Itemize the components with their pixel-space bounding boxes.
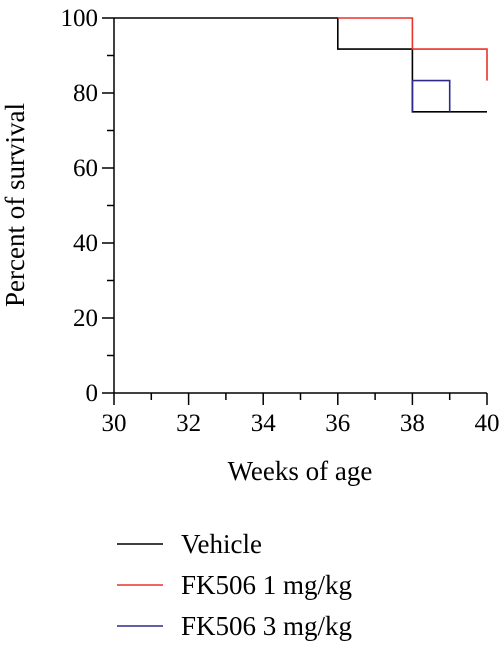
x-axis-title: Weeks of age [228,456,373,486]
legend: Vehicle FK506 1 mg/kg FK506 3 mg/kg [117,529,352,641]
x-tick-label: 30 [102,410,127,437]
x-tick-label: 40 [475,410,500,437]
x-tick-label: 36 [325,410,350,437]
y-axis-title: Percent of survival [0,103,30,307]
series-line-1 [114,17,487,113]
plot-area: 30 32 34 36 38 40 0 20 40 60 80 100 [61,5,500,437]
x-tick-label: 38 [400,410,425,437]
legend-label: Vehicle [181,529,262,559]
series-line-2 [337,17,488,81]
y-tick-label: 40 [73,230,98,257]
series-group [114,17,488,113]
y-tick-label: 20 [73,305,98,332]
y-tick-label: 100 [61,5,99,32]
y-tick-label: 60 [73,155,98,182]
legend-label: FK506 1 mg/kg [181,570,352,600]
y-tick-label: 0 [86,380,99,407]
x-tick-label: 34 [251,410,277,437]
series-line-3 [411,79,451,112]
x-tick-label: 32 [176,410,201,437]
y-tick-label: 80 [73,80,98,107]
y-ticks: 0 20 40 60 80 100 [61,5,114,407]
legend-label: FK506 3 mg/kg [181,611,352,641]
x-ticks: 30 32 34 36 38 40 [102,393,500,437]
